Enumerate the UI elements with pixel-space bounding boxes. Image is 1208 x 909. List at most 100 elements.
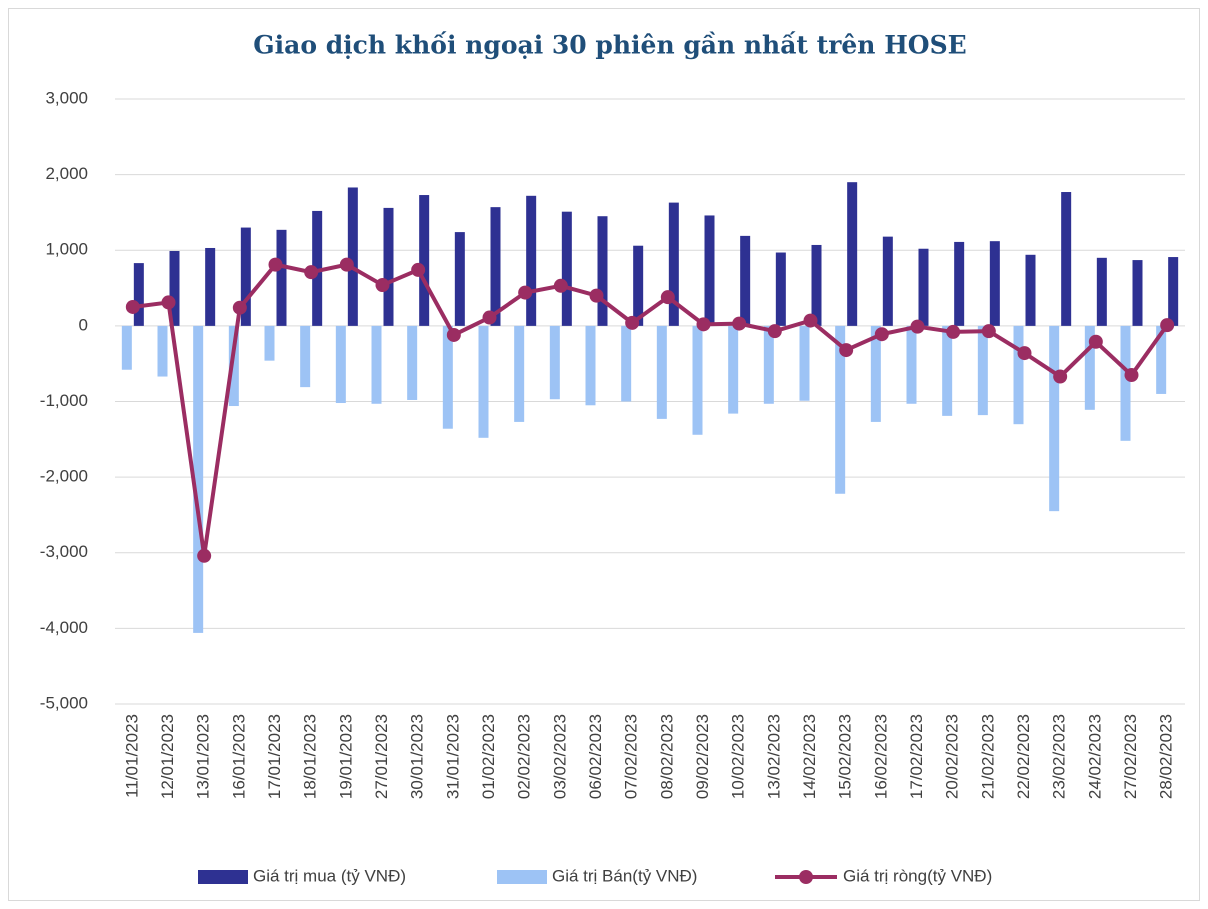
bar [977,325,988,416]
bar [312,210,323,326]
x-tick-label: 27/01/2023 [372,714,391,799]
line-marker [589,288,604,303]
bar [228,325,239,407]
bar [407,325,418,400]
bar [157,325,168,377]
x-tick-label: 13/02/2023 [764,714,783,799]
bar [1096,257,1107,326]
bar [1156,325,1167,394]
bar [633,245,644,326]
line-marker [874,327,889,342]
x-tick-label: 23/02/2023 [1050,714,1069,799]
x-tick-label: 03/02/2023 [550,714,569,799]
bar [335,325,346,404]
x-tick-label: 31/01/2023 [443,714,462,799]
bar [870,325,881,422]
line-marker [803,313,818,328]
line-marker [482,310,497,325]
line-marker [1088,334,1103,349]
bar [918,248,929,326]
line-marker [1053,369,1068,384]
bar [1168,257,1179,326]
line-marker [304,265,319,280]
x-tick-label: 21/02/2023 [978,714,997,799]
bar [775,252,786,326]
y-tick-label: -4,000 [40,618,88,637]
line-marker [268,257,283,272]
bar [383,207,394,326]
x-tick-label: 30/01/2023 [408,714,427,799]
bar [240,227,251,326]
line-marker [1124,368,1139,383]
bar [597,216,608,326]
bar [656,325,667,419]
y-tick-label: 0 [79,315,88,334]
bar [561,211,572,326]
bar [954,241,965,326]
y-tick-label: 1,000 [45,240,88,259]
x-tick-label: 02/02/2023 [515,714,534,799]
bar [371,325,382,404]
bar [549,325,560,400]
legend-label: Giá trị ròng(tỷ VNĐ) [843,866,992,885]
x-tick-label: 18/01/2023 [301,714,320,799]
bar [668,202,679,326]
line-marker [1160,318,1175,333]
x-tick-label: 24/02/2023 [1085,714,1104,799]
y-tick-label: -5,000 [40,693,88,712]
bar [740,235,751,326]
x-tick-label: 17/02/2023 [907,714,926,799]
bar [264,325,275,361]
bar [1132,260,1143,326]
chart-border [8,8,1200,901]
line-marker [553,278,568,293]
x-tick-label: 08/02/2023 [657,714,676,799]
legend-label: Giá trị Bán(tỷ VNĐ) [552,866,697,885]
bar [692,325,703,435]
bar [763,325,774,404]
bar [704,215,715,326]
x-tick-label: 01/02/2023 [479,714,498,799]
x-tick-label: 15/02/2023 [836,714,855,799]
line-marker [767,324,782,339]
bar [811,244,822,326]
x-tick-label: 09/02/2023 [693,714,712,799]
legend-swatch [198,870,248,884]
bar [169,251,180,326]
y-tick-label: -1,000 [40,391,88,410]
bar [847,182,858,326]
bar [728,325,739,414]
y-tick-label: -2,000 [40,467,88,486]
bar [490,207,501,326]
line-marker [411,262,426,277]
bar [882,236,893,326]
y-tick-label: 3,000 [45,88,88,107]
line-marker [125,299,140,314]
bar [347,187,358,326]
x-tick-label: 14/02/2023 [800,714,819,799]
x-tick-label: 20/02/2023 [943,714,962,799]
line-marker [732,316,747,331]
line-marker [161,295,176,310]
bar [906,325,917,404]
x-tick-label: 27/02/2023 [1121,714,1140,799]
line-marker [232,300,247,315]
bar [454,232,465,326]
line-marker [946,324,961,339]
y-tick-label: -3,000 [40,542,88,561]
line-marker [197,548,212,563]
x-tick-label: 28/02/2023 [1157,714,1176,799]
x-tick-label: 13/01/2023 [194,714,213,799]
line-marker [839,343,854,358]
line-marker [375,278,390,293]
line-marker [696,317,711,332]
line-marker [625,315,640,330]
x-tick-label: 07/02/2023 [622,714,641,799]
legend-swatch [497,870,547,884]
legend-swatch [799,870,813,884]
bar [419,195,430,326]
y-tick-label: 2,000 [45,164,88,183]
chart-title: Giao dịch khối ngoại 30 phiên gần nhất t… [253,31,966,60]
bar [942,325,953,416]
